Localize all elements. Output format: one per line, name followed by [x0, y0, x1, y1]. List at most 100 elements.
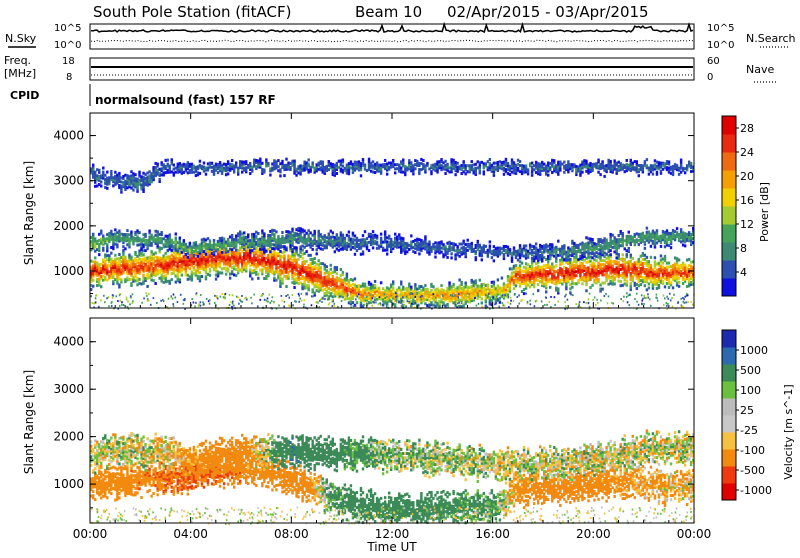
data-cell	[315, 252, 317, 255]
data-cell	[386, 253, 388, 256]
freq-tick-bottom: 8	[66, 72, 72, 83]
data-cell	[114, 171, 116, 174]
data-cell	[392, 280, 394, 283]
data-cell	[100, 180, 102, 183]
noise-panel: N.Sky 10^5 10^0 10^5 10^0 N.Search	[5, 23, 796, 51]
data-cell	[160, 231, 162, 234]
data-cell	[668, 286, 670, 289]
data-cell	[332, 231, 334, 234]
data-cell	[450, 256, 452, 259]
data-cell	[555, 264, 557, 267]
data-cell	[509, 248, 511, 251]
data-cell	[479, 279, 481, 282]
data-cell	[227, 172, 229, 175]
data-cell	[261, 162, 263, 165]
data-cell	[678, 281, 680, 284]
data-cell	[305, 292, 307, 295]
data-cell	[326, 265, 328, 268]
data-cell	[678, 258, 680, 261]
data-cell	[197, 255, 199, 258]
data-cell	[201, 275, 203, 278]
data-cell	[193, 254, 195, 257]
data-cell	[630, 282, 632, 285]
data-cell	[187, 256, 189, 259]
data-cell	[110, 170, 112, 173]
data-cell	[632, 257, 634, 260]
data-cell	[493, 259, 495, 262]
data-cell	[277, 235, 279, 238]
data-cell	[279, 250, 281, 253]
data-cell	[523, 292, 525, 295]
data-cell	[92, 164, 94, 167]
data-cell	[281, 231, 283, 234]
data-cell	[311, 288, 313, 291]
data-cell	[171, 158, 173, 161]
data-cell	[354, 253, 356, 256]
data-cell	[557, 287, 559, 290]
data-cell	[551, 243, 553, 246]
data-cell	[142, 274, 144, 277]
data-cell	[442, 301, 444, 304]
data-cell	[662, 280, 664, 283]
data-cell	[362, 250, 364, 253]
data-cell	[283, 174, 285, 177]
data-cell	[171, 249, 173, 252]
data-cell	[219, 161, 221, 164]
data-cell	[364, 230, 366, 233]
noise-left-tick-bottom: 10^0	[54, 40, 81, 51]
data-cell	[124, 256, 126, 259]
data-cell	[199, 271, 201, 274]
data-cell	[448, 281, 450, 284]
data-cell	[106, 171, 108, 174]
data-cell	[638, 258, 640, 261]
data-cell	[273, 233, 275, 236]
noise-sky-line	[91, 24, 693, 32]
data-cell	[261, 229, 263, 232]
data-cell	[223, 237, 225, 240]
data-cell	[267, 162, 269, 165]
data-cell	[257, 277, 259, 280]
data-cell	[537, 289, 539, 292]
freq-panel: Freq. [MHz] 18 8 60 0 Nave	[4, 54, 776, 83]
data-cell	[98, 169, 100, 172]
data-cell	[615, 256, 617, 259]
data-cell	[251, 277, 253, 280]
data-cell	[628, 231, 630, 234]
data-cell	[100, 230, 102, 233]
data-cell	[130, 255, 132, 258]
data-cell	[640, 283, 642, 286]
data-cell	[332, 275, 334, 278]
data-cell	[668, 262, 670, 265]
data-cell	[481, 301, 483, 304]
data-cell	[98, 253, 100, 256]
data-cell	[181, 274, 183, 277]
data-cell	[118, 283, 120, 286]
data-cell	[414, 283, 416, 286]
data-cell	[102, 171, 104, 174]
noise-frame	[90, 24, 694, 49]
data-cell	[259, 158, 261, 161]
data-cell	[100, 185, 102, 188]
data-cell	[688, 258, 690, 261]
data-cell	[593, 262, 595, 265]
data-cell	[424, 235, 426, 238]
data-cell	[126, 229, 128, 232]
data-cell	[257, 273, 259, 276]
data-cell	[466, 239, 468, 242]
data-cell	[281, 278, 283, 281]
data-cell	[114, 228, 116, 231]
data-cell	[440, 251, 442, 254]
data-cell	[352, 232, 354, 235]
data-cell	[269, 174, 271, 177]
data-cell	[680, 228, 682, 231]
data-cell	[666, 229, 668, 232]
data-cell	[213, 239, 215, 242]
data-cell	[664, 255, 666, 258]
data-cell	[513, 246, 515, 249]
data-cell	[624, 258, 626, 261]
data-cell	[205, 173, 207, 176]
data-cell	[477, 240, 479, 243]
noise-right-tick-bottom: 10^0	[707, 40, 734, 51]
data-cell	[305, 260, 307, 263]
